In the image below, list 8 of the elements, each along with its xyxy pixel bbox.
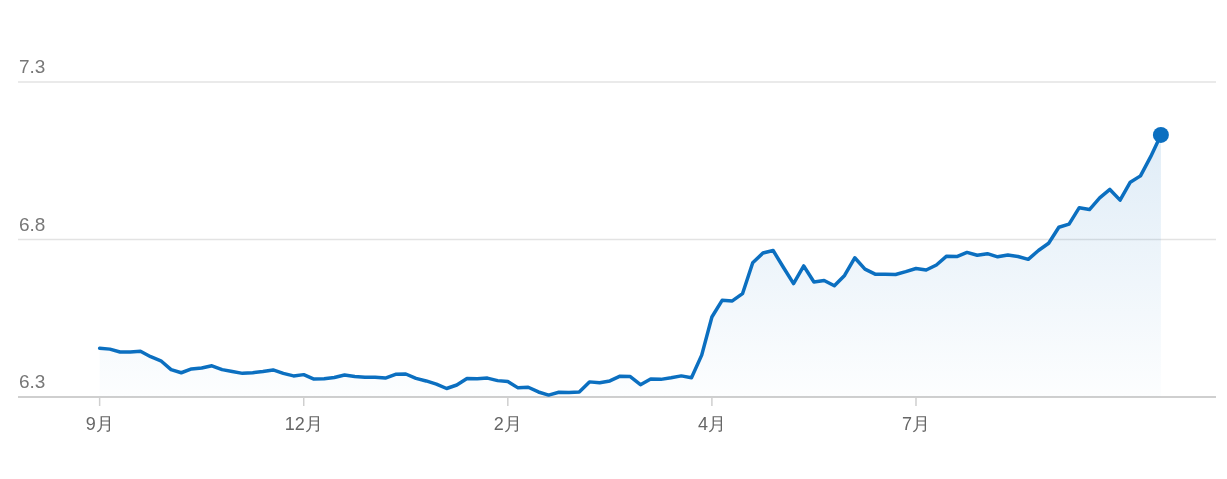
y-tick-label: 6.8 <box>19 213 46 235</box>
x-tick-label: 4月 <box>697 414 726 434</box>
y-tick-label: 6.3 <box>19 371 46 392</box>
x-tick-label: 9月 <box>85 414 114 434</box>
x-tick-label: 7月 <box>901 414 930 434</box>
x-tick-label: 12月 <box>284 414 323 434</box>
y-tick-label: 7.3 <box>19 56 46 77</box>
x-tick-label: 2月 <box>493 414 522 434</box>
